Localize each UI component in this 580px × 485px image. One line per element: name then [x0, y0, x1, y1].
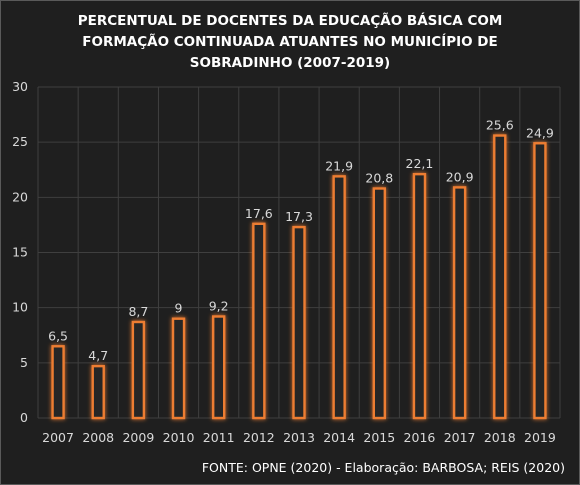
data-label-2010: 9	[175, 301, 183, 316]
y-tick-label: 20	[12, 189, 28, 204]
chart-title: PERCENTUAL DE DOCENTES DA EDUCAÇÃO BÁSIC…	[78, 12, 503, 71]
bar-2009	[131, 320, 146, 420]
x-tick-label: 2009	[122, 430, 154, 445]
data-label-2017: 20,9	[446, 169, 474, 184]
bar-2008	[91, 364, 105, 420]
y-axis-tick-labels: 0 5 10 15 20 25 30	[12, 79, 28, 425]
bar-2010	[171, 317, 186, 420]
bar-2007	[51, 345, 65, 420]
x-tick-label: 2008	[82, 430, 114, 445]
x-tick-label: 2015	[363, 430, 395, 445]
y-tick-label: 10	[12, 300, 28, 315]
x-tick-label: 2007	[42, 430, 74, 445]
x-tick-label: 2019	[524, 430, 556, 445]
bar-2018	[493, 134, 507, 420]
bars	[51, 134, 547, 420]
y-tick-label: 5	[20, 355, 28, 370]
chart-title-line-2: FORMAÇÃO CONTINUADA ATUANTES NO MUNICÍPI…	[82, 33, 497, 50]
data-label-2018: 25,6	[486, 118, 514, 133]
data-labels: 6,5 4,7 8,7 9 9,2 17,6 17,3 21,9 20,8 22,1 20,9 25,…	[48, 118, 554, 364]
gridlines	[37, 86, 561, 419]
data-label-2014: 21,9	[325, 158, 353, 173]
bar-2016	[412, 172, 427, 420]
x-tick-label: 2010	[163, 430, 195, 445]
x-tick-label: 2014	[323, 430, 355, 445]
data-label-2015: 20,8	[365, 171, 393, 186]
bar-2019	[533, 142, 547, 420]
y-tick-label: 0	[20, 410, 28, 425]
data-label-2013: 17,3	[285, 209, 313, 224]
y-tick-label: 15	[12, 245, 28, 260]
x-axis-tick-labels: 2007 2008 2009 2010 2011 2012 2013 2014 2015 2016…	[42, 430, 556, 445]
x-tick-label: 2012	[243, 430, 275, 445]
data-label-2008: 4,7	[88, 348, 108, 363]
bar-2013	[292, 225, 306, 420]
x-tick-label: 2018	[484, 430, 516, 445]
source-note: FONTE: OPNE (2020) - Elaboração: BARBOSA…	[202, 460, 565, 475]
bar-2012	[252, 222, 266, 420]
data-label-2019: 24,9	[526, 125, 554, 140]
data-label-2016: 22,1	[406, 156, 434, 171]
x-tick-label: 2013	[283, 430, 315, 445]
x-tick-label: 2017	[444, 430, 476, 445]
y-tick-label: 30	[12, 79, 28, 94]
y-tick-label: 25	[12, 134, 28, 149]
data-label-2007: 6,5	[48, 328, 68, 343]
chart-title-line-3: SOBRADINHO (2007-2019)	[190, 55, 390, 71]
bar-2015	[372, 187, 387, 420]
chart-title-line-1: PERCENTUAL DE DOCENTES DA EDUCAÇÃO BÁSIC…	[78, 12, 503, 29]
bar-2011	[211, 315, 226, 420]
data-label-2009: 8,7	[128, 304, 148, 319]
x-tick-label: 2016	[404, 430, 436, 445]
data-label-2012: 17,6	[245, 206, 273, 221]
data-label-2011: 9,2	[209, 298, 229, 313]
x-tick-label: 2011	[203, 430, 235, 445]
bar-2014	[332, 175, 346, 420]
bar-2017	[452, 186, 467, 420]
